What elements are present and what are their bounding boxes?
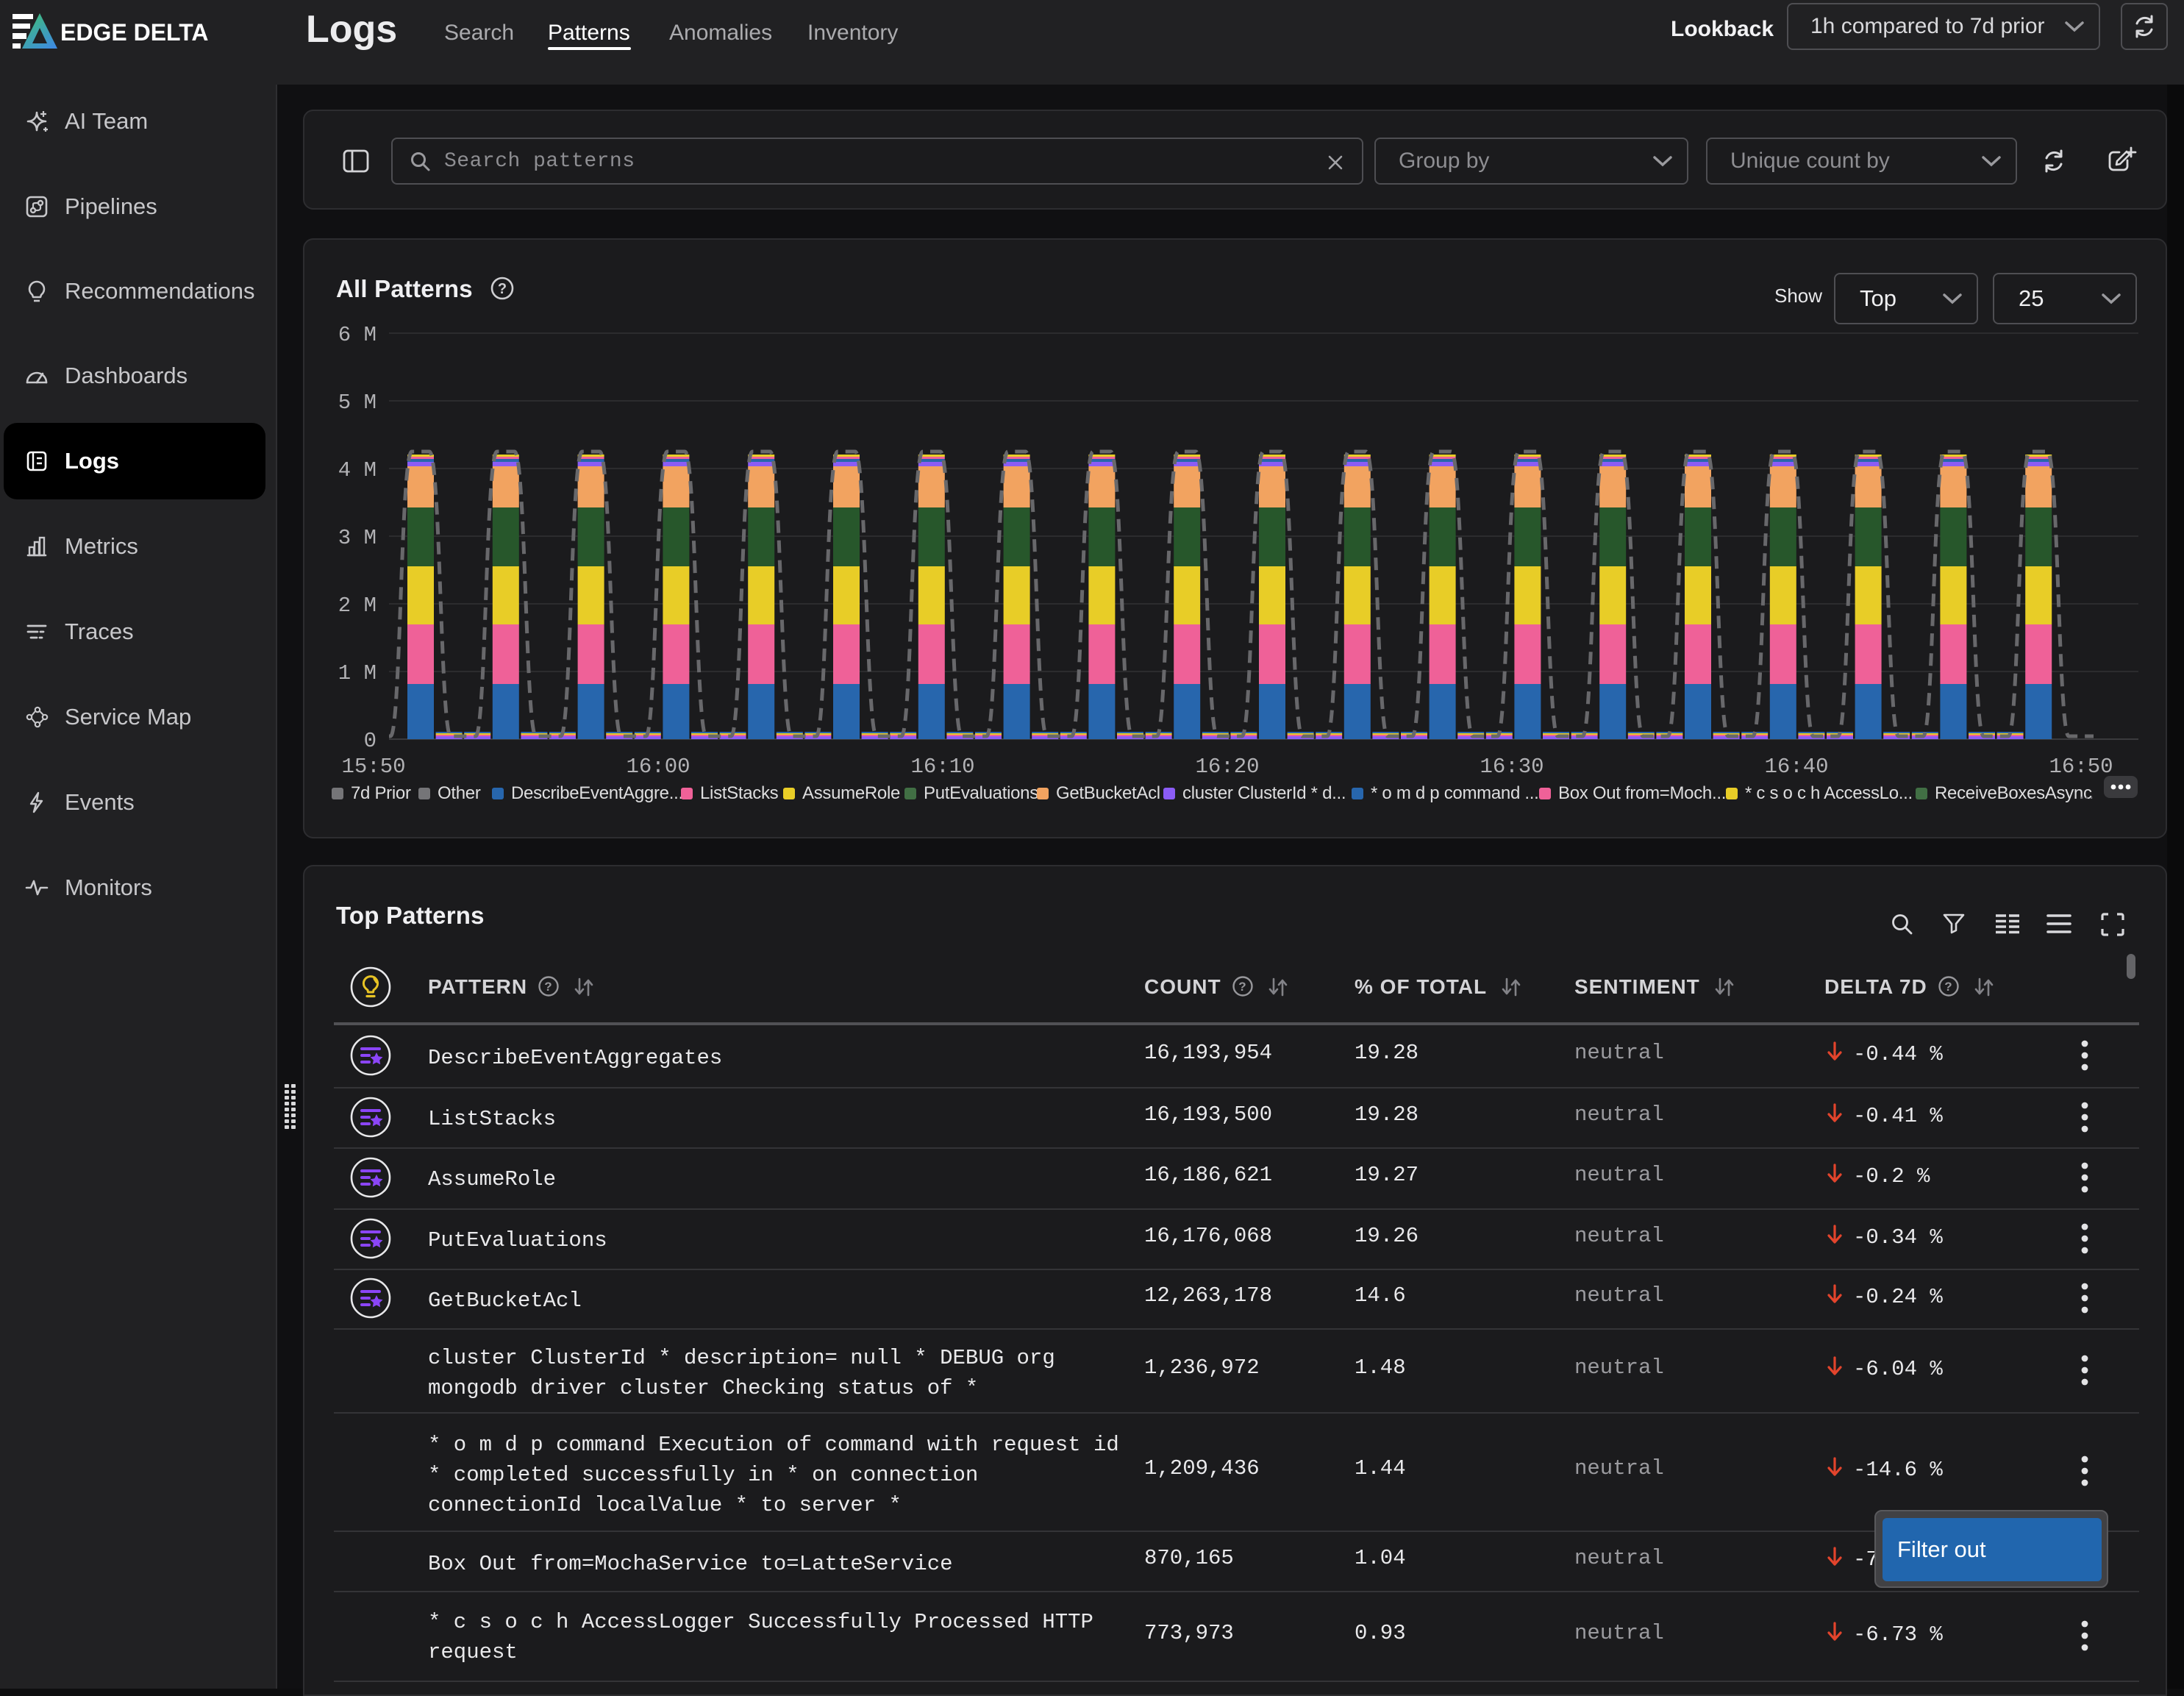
svg-text:0: 0: [364, 729, 377, 753]
svg-text:3 M: 3 M: [338, 526, 377, 550]
svg-text:?: ?: [498, 281, 507, 297]
svg-text:1 M: 1 M: [338, 661, 377, 685]
svg-text:16:20: 16:20: [1195, 755, 1259, 779]
svg-text:?: ?: [544, 980, 552, 994]
svg-text:16:30: 16:30: [1480, 755, 1544, 779]
svg-text:16:10: 16:10: [910, 755, 974, 779]
svg-text:2 M: 2 M: [338, 594, 377, 618]
svg-text:15:50: 15:50: [341, 755, 405, 779]
svg-text:4 M: 4 M: [338, 458, 377, 482]
svg-text:?: ?: [1944, 980, 1952, 994]
svg-text:?: ?: [1238, 980, 1246, 994]
svg-text:6 M: 6 M: [338, 323, 377, 347]
svg-text:16:00: 16:00: [626, 755, 690, 779]
svg-text:16:50: 16:50: [2049, 755, 2113, 779]
svg-text:5 M: 5 M: [338, 391, 377, 415]
svg-text:16:40: 16:40: [1764, 755, 1828, 779]
